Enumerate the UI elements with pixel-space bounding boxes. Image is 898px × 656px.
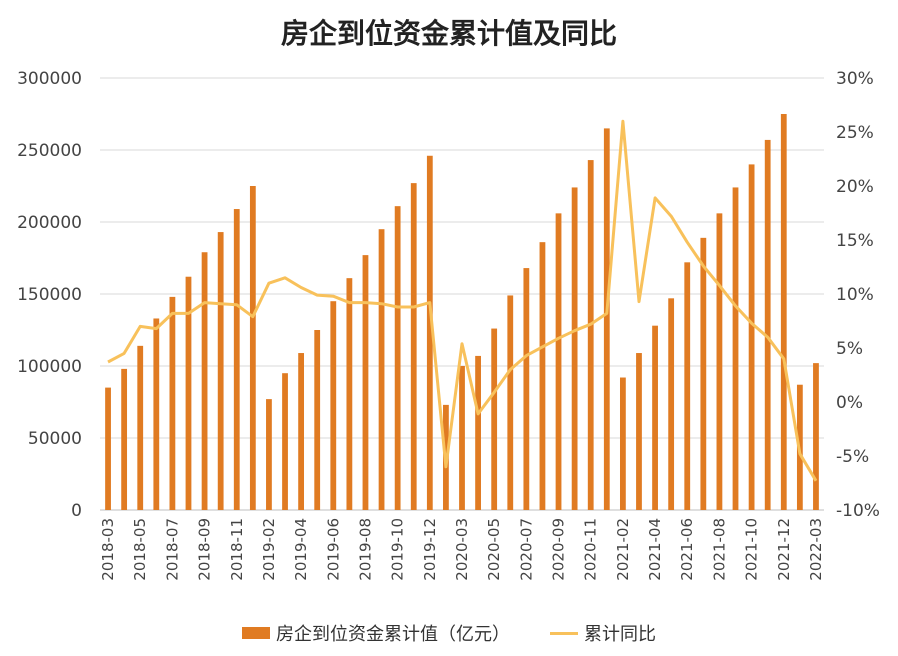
- x-tick-label: 2021-12: [775, 518, 793, 581]
- y-right-tick-label: 15%: [836, 231, 874, 251]
- x-tick-label: 2021-06: [678, 518, 696, 581]
- yoy-line: [107, 119, 818, 482]
- legend: 房企到位资金累计值（亿元） 累计同比: [0, 620, 898, 646]
- left-axis-ticks: 0 50000 100000 150000 200000 250000 300000: [17, 69, 82, 521]
- y-left-tick-label: 50000: [28, 429, 82, 449]
- x-tick-label: 2021-02: [614, 518, 632, 581]
- bar: [217, 232, 224, 510]
- legend-bar-label: 房企到位资金累计值（亿元）: [276, 624, 510, 645]
- bar: [314, 330, 321, 510]
- bar: [282, 373, 288, 510]
- x-tick-label: 2019-06: [324, 518, 342, 581]
- bar: [716, 213, 723, 511]
- bar: [330, 301, 337, 510]
- y-left-tick-label: 300000: [17, 69, 82, 89]
- bar: [507, 295, 514, 510]
- bar: [732, 187, 739, 510]
- x-tick-label: 2022-03: [807, 518, 825, 581]
- bar: [668, 298, 675, 510]
- y-left-tick-label: 150000: [17, 285, 82, 305]
- y-right-tick-label: -10%: [836, 501, 880, 521]
- bar: [555, 213, 562, 511]
- x-tick-label: 2019-10: [389, 518, 407, 581]
- chart-title: 房企到位资金累计值及同比: [280, 17, 617, 50]
- bar: [780, 114, 787, 510]
- bar: [121, 368, 128, 510]
- x-tick-label: 2019-04: [292, 518, 310, 581]
- bar: [571, 187, 578, 510]
- bar: [249, 186, 256, 510]
- x-tick-label: 2021-10: [743, 518, 761, 581]
- x-tick-label: 2018-09: [196, 518, 214, 581]
- bar: [700, 237, 707, 510]
- bar: [201, 252, 208, 511]
- y-left-tick-label: 100000: [17, 357, 82, 377]
- bar: [266, 399, 272, 510]
- x-tick-label: 2019-02: [260, 518, 278, 581]
- y-right-tick-label: 10%: [836, 285, 874, 305]
- y-right-tick-label: 0%: [836, 393, 863, 413]
- x-axis-ticks: 2018-03 2018-05 2018-07 2018-09 2018-11 2019-…: [99, 518, 825, 581]
- bar: [137, 345, 144, 510]
- bar: [523, 268, 530, 510]
- bar: [459, 366, 465, 510]
- x-tick-label: 2019-12: [421, 518, 439, 581]
- y-left-tick-label: 0: [71, 501, 82, 521]
- bar: [491, 328, 498, 510]
- legend-item-line[interactable]: 累计同比: [550, 620, 656, 646]
- x-tick-label: 2018-11: [228, 518, 246, 581]
- x-tick-label: 2019-08: [357, 518, 375, 581]
- bar: [169, 296, 176, 510]
- bar-series: [105, 114, 819, 511]
- bar: [636, 353, 642, 510]
- x-tick-label: 2020-07: [517, 518, 535, 581]
- bar: [410, 183, 417, 510]
- bar: [233, 209, 240, 511]
- line-series: [107, 119, 818, 482]
- bar: [619, 377, 626, 510]
- y-right-tick-label: -5%: [836, 447, 869, 467]
- y-right-tick-label: 20%: [836, 177, 874, 197]
- x-tick-label: 2018-07: [163, 518, 181, 581]
- bar: [426, 155, 433, 510]
- x-tick-label: 2020-11: [582, 518, 600, 581]
- bar: [813, 363, 819, 510]
- legend-bar-swatch: [242, 627, 270, 639]
- y-left-tick-label: 200000: [17, 213, 82, 233]
- bar: [153, 318, 160, 510]
- bar: [394, 206, 401, 510]
- bar: [362, 255, 369, 510]
- x-tick-label: 2021-04: [646, 518, 664, 581]
- x-tick-label: 2020-03: [453, 518, 471, 581]
- legend-item-bar[interactable]: 房企到位资金累计值（亿元）: [242, 620, 510, 646]
- bar: [185, 276, 192, 510]
- x-tick-label: 2021-08: [710, 518, 728, 581]
- bar: [105, 387, 111, 510]
- legend-line-swatch: [550, 631, 578, 635]
- bar: [764, 139, 771, 511]
- bar: [587, 160, 594, 510]
- bar: [298, 353, 305, 510]
- bar: [684, 262, 691, 510]
- legend-line-label: 累计同比: [584, 624, 656, 645]
- right-axis-ticks: -10% -5% 0% 5% 10% 15% 20% 25% 30%: [836, 69, 880, 521]
- y-left-tick-label: 250000: [17, 141, 82, 161]
- bar: [748, 164, 755, 510]
- x-tick-label: 2020-05: [485, 518, 503, 581]
- bar: [652, 325, 658, 510]
- bar: [603, 128, 610, 510]
- y-right-tick-label: 30%: [836, 69, 874, 89]
- x-tick-label: 2018-05: [131, 518, 149, 581]
- y-right-tick-label: 5%: [836, 339, 863, 359]
- bar: [346, 278, 353, 510]
- x-tick-label: 2018-03: [99, 518, 117, 581]
- bar: [539, 242, 546, 510]
- bar: [475, 355, 481, 510]
- y-right-tick-label: 25%: [836, 123, 874, 143]
- bar: [378, 229, 385, 510]
- x-tick-label: 2020-09: [550, 518, 568, 581]
